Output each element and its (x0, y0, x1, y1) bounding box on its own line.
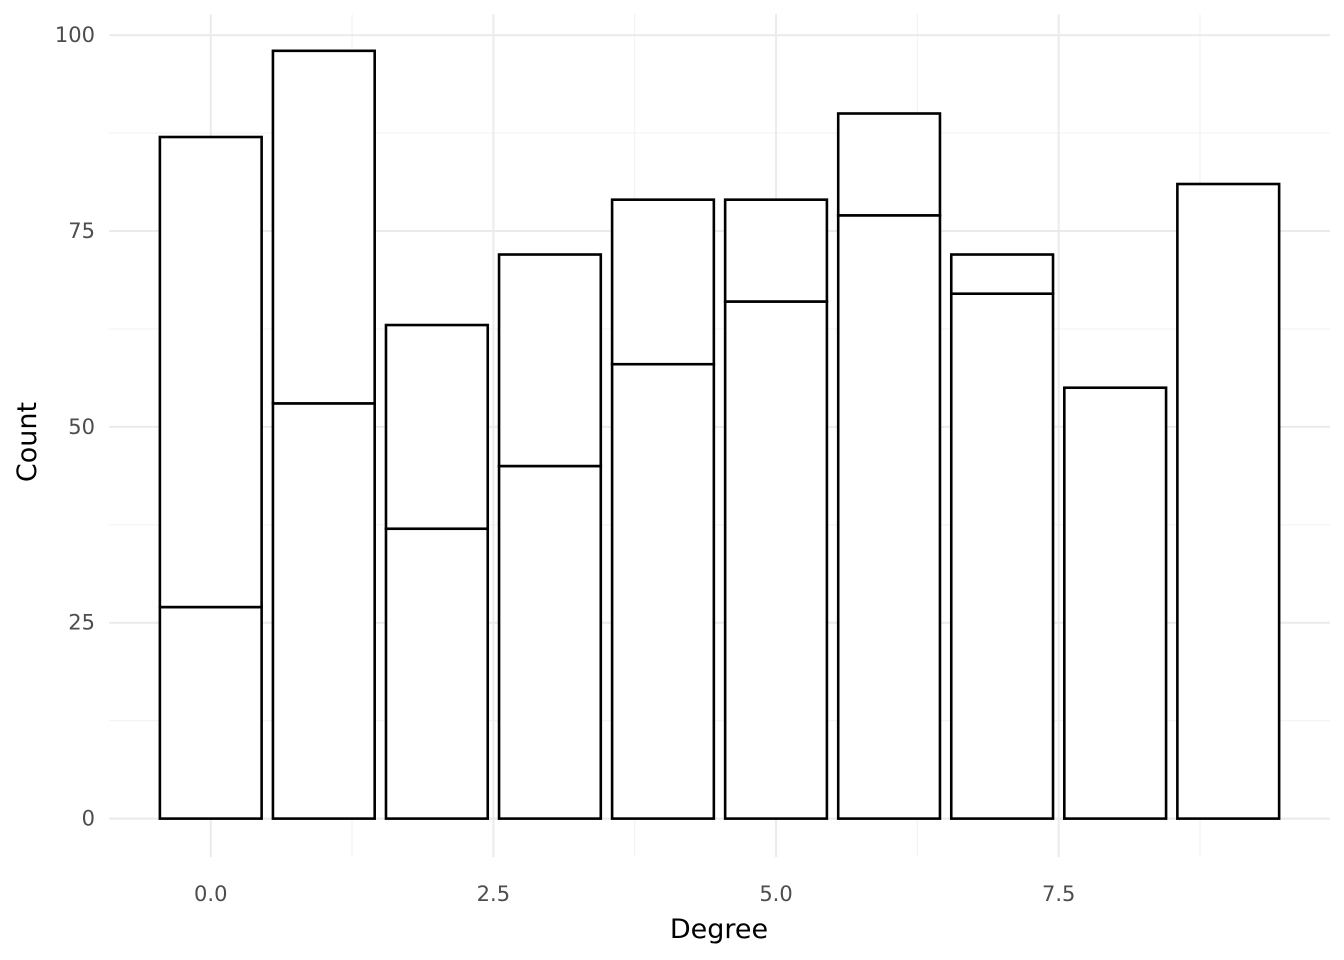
y-tick-label: 25 (68, 611, 95, 635)
y-tick-label: 75 (68, 219, 95, 243)
bar-segment-degree-4-1 (610, 362, 716, 820)
bar-segment-degree-6-1 (836, 214, 942, 820)
y-tick-label: 50 (68, 415, 95, 439)
bar-segment-degree-1-2 (271, 49, 376, 405)
bar-segment-degree-7-2 (949, 253, 1055, 295)
x-tick-label: 0.0 (194, 882, 227, 906)
bar-segment-degree-4-2 (610, 198, 716, 366)
x-tick-label: 5.0 (759, 882, 792, 906)
x-axis-title: Degree (670, 914, 768, 945)
bar-segment-degree-5-1 (723, 300, 829, 820)
bar-segment-degree-2-1 (384, 527, 490, 820)
bar-segment-degree-3-1 (497, 464, 603, 820)
y-axis-title: Count (12, 402, 43, 482)
bar-segment-degree-2-2 (384, 323, 490, 531)
bar-segment-degree-3-2 (497, 253, 603, 468)
bar-segment-degree-9-1 (1176, 182, 1281, 820)
bar-segment-degree-1-1 (271, 402, 376, 820)
bar-segment-degree-5-2 (723, 198, 829, 303)
bar-segment-degree-8-1 (1063, 386, 1168, 820)
bars (158, 49, 1281, 820)
bar-segment-degree-7-1 (949, 292, 1055, 820)
bar-segment-degree-0-1 (158, 605, 263, 820)
x-axis-tick-labels: 0.0 2.5 5.0 7.5 (194, 882, 1075, 906)
x-tick-label: 2.5 (477, 882, 510, 906)
x-tick-label: 7.5 (1042, 882, 1075, 906)
bar-segment-degree-0-2 (158, 135, 263, 609)
y-axis-tick-labels: 0 25 50 75 100 (55, 23, 95, 830)
y-tick-label: 100 (55, 23, 95, 47)
bar-segment-degree-6-2 (836, 112, 942, 217)
y-tick-label: 0 (82, 807, 95, 831)
